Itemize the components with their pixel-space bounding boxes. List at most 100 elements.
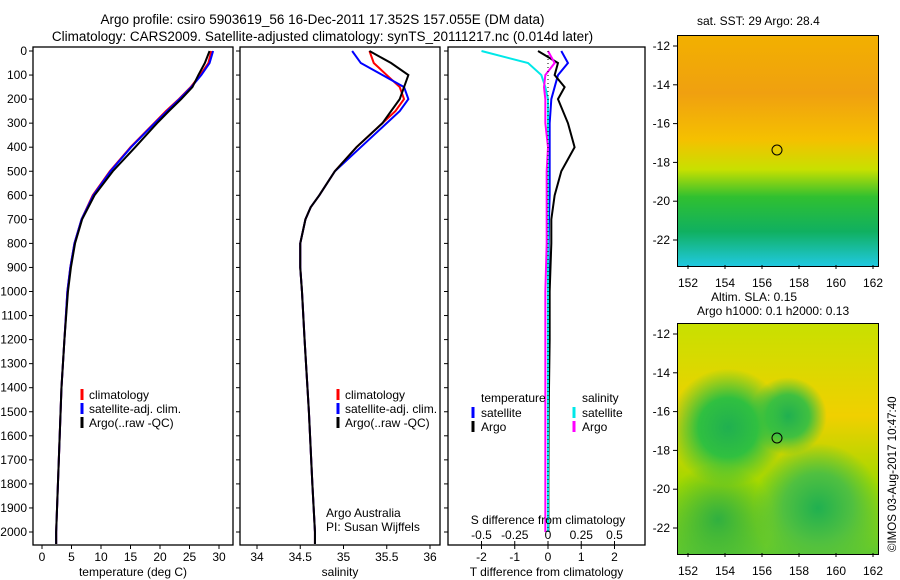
- profile-line-satellite: [299, 50, 410, 545]
- depth-tick-label: 1700: [0, 453, 27, 467]
- x-tick-label: 34.5: [289, 550, 313, 564]
- x-tick-label: 0: [545, 550, 552, 564]
- depth-tick-label: 1800: [0, 477, 27, 491]
- legend-salinity-heading: salinity: [582, 391, 619, 405]
- panel-frame-1: [32, 46, 234, 546]
- x-axis-label: salinity: [322, 565, 359, 579]
- x-tick-label: 35: [337, 550, 351, 564]
- map2-title-2: Argo h1000: 0.1 h2000: 0.13: [697, 304, 850, 318]
- title-line-2: Climatology: CARS2009. Satellite-adjuste…: [51, 29, 594, 44]
- depth-tick-label: 1100: [1, 309, 27, 323]
- x-axis-label: temperature (deg C): [79, 565, 187, 579]
- x-tick-label: 20: [153, 550, 167, 564]
- map-lat-label: -18: [653, 155, 671, 169]
- map-lat-label: -16: [653, 117, 671, 131]
- map-lon-label: 152: [678, 564, 698, 578]
- depth-tick-label: 1200: [0, 333, 27, 347]
- legend-label-climatology: climatology: [89, 388, 149, 402]
- legend-label-climatology: climatology: [345, 388, 405, 402]
- legend-label-argo: Argo(..raw -QC): [345, 416, 430, 430]
- diff-legend-label-satellite: satellite: [481, 406, 522, 420]
- diff-legend-label-argo: Argo: [481, 420, 507, 434]
- depth-tick-label: 1300: [0, 357, 27, 371]
- depth-tick-label: 500: [7, 164, 27, 178]
- x-tick-label: 5: [68, 550, 75, 564]
- map-lon-label: 154: [715, 564, 735, 578]
- credit-line-2: PI: Susan Wijffels: [326, 520, 420, 534]
- map2-title-1: Altim. SLA: 0.15: [711, 290, 798, 304]
- x-axis-label: T difference from climatology: [470, 565, 624, 579]
- map-lat-label: -14: [653, 366, 671, 380]
- depth-tick-label: 1900: [0, 501, 27, 515]
- panel-frame-3: [447, 46, 646, 546]
- s-axis-label: S difference from climatology: [471, 513, 626, 527]
- x-tick-label: -2: [476, 550, 487, 564]
- map-lat-label: -20: [653, 194, 671, 208]
- legend-label-satellite: satellite-adj. clim.: [345, 402, 437, 416]
- map-lat-label: -20: [653, 482, 671, 496]
- depth-tick-label: 1500: [0, 405, 27, 419]
- map-lon-label: 160: [826, 276, 846, 290]
- map-lon-label: 162: [863, 564, 883, 578]
- s-tick-label: 0.5: [606, 528, 623, 542]
- map-lat-label: -16: [653, 405, 671, 419]
- map-lon-label: 162: [863, 276, 883, 290]
- depth-tick-label: 600: [7, 188, 27, 202]
- diff-line-temperature-Argo: [537, 50, 576, 532]
- profile-line-argo: [299, 50, 410, 545]
- panel-frame-2: [239, 46, 441, 546]
- map-lat-label: -18: [653, 443, 671, 457]
- map-lon-label: 156: [752, 564, 772, 578]
- s-tick-label: -0.25: [501, 528, 529, 542]
- profile-line-argo: [55, 50, 211, 545]
- legend-label-satellite: satellite-adj. clim.: [89, 402, 181, 416]
- x-tick-label: -1: [509, 550, 520, 564]
- legend-label-argo: Argo(..raw -QC): [89, 416, 174, 430]
- depth-tick-label: 200: [7, 92, 27, 106]
- map1-title: sat. SST: 29 Argo: 28.4: [697, 14, 820, 28]
- map-lat-label: -12: [653, 39, 671, 53]
- depth-tick-label: 100: [7, 68, 27, 82]
- depth-tick-label: 400: [7, 140, 27, 154]
- depth-tick-label: 800: [7, 236, 27, 250]
- x-tick-label: 36: [423, 550, 437, 564]
- map-lon-label: 158: [789, 564, 809, 578]
- profile-location-marker: [771, 432, 783, 444]
- sla-map: [677, 323, 879, 555]
- depth-tick-label: 900: [7, 260, 27, 274]
- x-tick-label: 10: [94, 550, 108, 564]
- x-tick-label: 15: [124, 550, 138, 564]
- map-lat-label: -22: [653, 521, 671, 535]
- diff-line-salinity-satellite: [481, 50, 549, 532]
- profile-line-satellite: [55, 50, 215, 545]
- depth-tick-label: 0: [20, 44, 27, 58]
- map-lon-label: 156: [752, 276, 772, 290]
- legend-temperature-heading: temperature: [481, 391, 546, 405]
- depth-tick-label: 700: [7, 212, 27, 226]
- s-tick-label: 0: [545, 528, 552, 542]
- diff-legend-label-satellite: satellite: [582, 406, 623, 420]
- diff-line-salinity-Argo: [543, 50, 556, 532]
- map-lon-label: 152: [678, 276, 698, 290]
- s-tick-label: 0.25: [570, 528, 594, 542]
- profile-line-climatology: [55, 50, 213, 545]
- s-tick-label: -0.5: [471, 528, 492, 542]
- x-tick-label: 0: [39, 550, 46, 564]
- x-tick-label: 25: [183, 550, 197, 564]
- x-tick-label: 35.5: [375, 550, 399, 564]
- x-tick-label: 1: [578, 550, 585, 564]
- x-tick-label: 30: [212, 550, 226, 564]
- diff-line-temperature-satellite: [547, 50, 570, 532]
- depth-tick-label: 2000: [0, 525, 27, 539]
- depth-tick-label: 1400: [0, 381, 27, 395]
- title-line-1: Argo profile: csiro 5903619_56 16-Dec-20…: [100, 12, 545, 27]
- diff-legend-label-argo: Argo: [582, 420, 608, 434]
- map-lat-label: -22: [653, 233, 671, 247]
- profile-location-marker: [771, 144, 783, 156]
- profile-line-climatology: [299, 50, 406, 545]
- sst-map: [677, 35, 879, 267]
- depth-tick-label: 300: [7, 116, 27, 130]
- map-lon-label: 158: [789, 276, 809, 290]
